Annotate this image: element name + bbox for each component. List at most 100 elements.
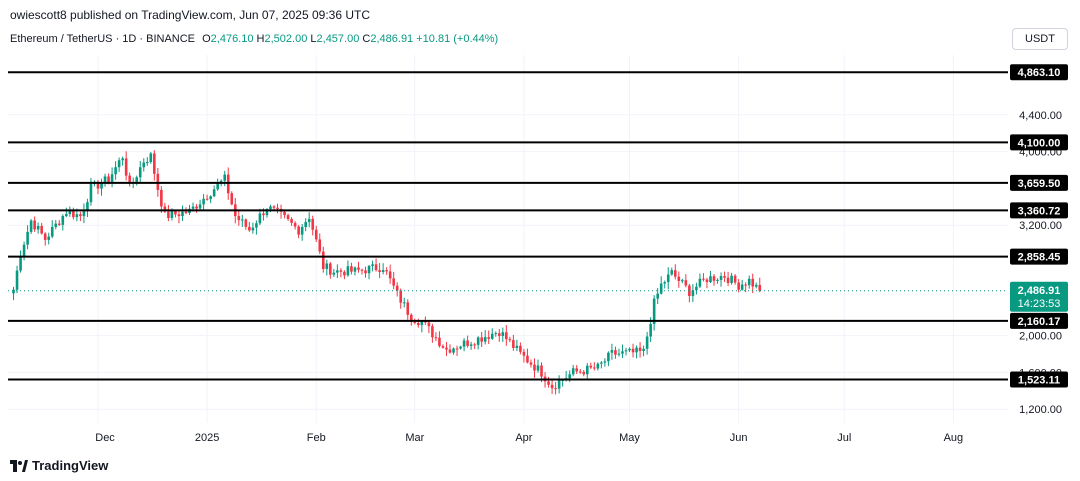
candle-body: [181, 211, 184, 217]
candle-body: [160, 189, 163, 207]
candle-body: [142, 162, 146, 168]
candle-body: [75, 214, 79, 218]
candle-body: [716, 279, 719, 281]
candle-body: [402, 302, 406, 304]
candle-body: [512, 340, 515, 348]
publisher-caption: owiescott8 published on TradingView.com,…: [10, 8, 370, 22]
candle-body: [209, 196, 212, 200]
candle-body: [677, 276, 681, 281]
candle-body: [251, 227, 255, 231]
candle-body: [455, 348, 459, 350]
candle-body: [568, 374, 571, 379]
candle-body: [593, 367, 596, 369]
candle-body: [121, 158, 124, 161]
candle-body: [638, 347, 642, 351]
candle-body: [15, 270, 19, 290]
candle-body: [434, 337, 438, 339]
candle-body: [110, 174, 114, 183]
candle-body: [427, 322, 431, 327]
tradingview-logo[interactable]: TradingView: [10, 458, 108, 473]
candle-body: [329, 263, 332, 275]
candle-body: [490, 333, 494, 339]
candle-body: [726, 277, 730, 283]
candle-body: [751, 278, 755, 287]
candle-body: [286, 215, 290, 220]
candle-body: [300, 226, 304, 235]
x-axis-tick-label: May: [619, 432, 640, 444]
candle-body: [12, 289, 15, 294]
level-price-badge: [1010, 64, 1068, 81]
candle-body: [33, 220, 36, 230]
candle-body: [272, 206, 276, 208]
level-price-badge: [1010, 174, 1068, 191]
candle-body: [367, 265, 371, 274]
candle-body: [610, 350, 614, 353]
y-axis-tick-label: 2,000.00: [1019, 331, 1062, 343]
x-axis-tick-label: 2025: [195, 432, 219, 444]
candle-body: [409, 314, 413, 322]
y-axis-tick-label: 4,400.00: [1019, 110, 1062, 122]
candle-body: [698, 278, 702, 287]
candle-body: [480, 337, 483, 342]
candle-body: [666, 274, 670, 283]
candle-body: [339, 270, 343, 272]
candle-body: [501, 332, 505, 336]
candle-body: [476, 337, 480, 345]
candle-body: [733, 275, 737, 283]
currency-button[interactable]: USDT: [1012, 28, 1068, 50]
candle-body: [248, 226, 251, 231]
candle-body: [621, 351, 624, 354]
candle-body: [304, 222, 307, 227]
candle-body: [65, 214, 68, 217]
candle-body: [265, 209, 269, 216]
candle-body: [283, 211, 286, 216]
high-label: H: [256, 33, 265, 45]
candle-body: [582, 371, 586, 375]
candle-body: [325, 263, 329, 269]
candle-body: [709, 276, 712, 283]
candle-body: [336, 270, 339, 273]
candle-body: [114, 167, 117, 175]
candle-body: [54, 223, 58, 227]
candle-body: [522, 351, 526, 356]
candle-body: [293, 222, 297, 227]
candle-body: [730, 275, 733, 283]
candle-body: [22, 244, 26, 257]
candle-body: [681, 280, 684, 282]
candle-body: [536, 365, 540, 371]
candle-body: [607, 352, 610, 362]
candle-body: [100, 183, 103, 189]
level-price-label: 1,523.11: [1018, 374, 1060, 386]
candle-body: [497, 333, 501, 336]
level-price-badge: [1010, 248, 1068, 265]
candle-body: [307, 218, 311, 223]
candle-body: [346, 266, 350, 276]
candle-body: [202, 198, 205, 205]
candle-body: [395, 285, 399, 291]
symbol-name[interactable]: Ethereum / TetherUS · 1D · BINANCE: [10, 33, 196, 45]
candle-body: [547, 381, 550, 385]
candle-body: [357, 267, 360, 270]
candle-body: [360, 269, 364, 271]
candle-body: [712, 276, 716, 281]
candle-body: [50, 226, 54, 237]
candle-body: [40, 225, 43, 234]
candle-body: [177, 214, 181, 217]
candle-body: [43, 233, 47, 240]
candle-body: [589, 365, 593, 368]
candle-body: [89, 183, 93, 203]
level-price-badge: [1010, 202, 1068, 219]
bar-countdown-label: 14:23:53: [1018, 298, 1061, 310]
candle-body: [198, 204, 202, 209]
candle-body: [117, 160, 121, 168]
candle-body: [417, 322, 420, 326]
candle-body: [596, 363, 600, 369]
candle-body: [585, 365, 589, 375]
candle-body: [79, 214, 82, 217]
candle-body: [445, 347, 448, 350]
candle-body: [19, 256, 22, 271]
candle-body: [617, 353, 621, 355]
candle-body: [385, 270, 388, 272]
candle-body: [533, 364, 536, 371]
